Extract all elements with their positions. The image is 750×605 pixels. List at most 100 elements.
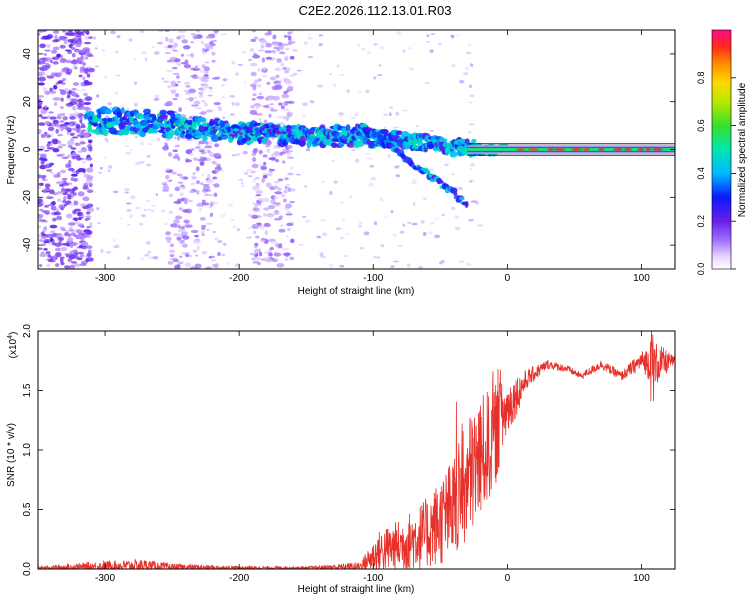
spectral-blob bbox=[167, 261, 174, 265]
spectral-blob bbox=[263, 197, 270, 203]
spectral-blob bbox=[265, 97, 269, 101]
spectral-blob bbox=[285, 235, 289, 238]
spectral-blob bbox=[161, 77, 165, 80]
spectral-blob bbox=[87, 224, 93, 229]
spectral-blob bbox=[84, 96, 93, 102]
spectral-blob bbox=[55, 82, 60, 85]
spectral-blob bbox=[231, 154, 237, 157]
spectral-blob bbox=[257, 103, 262, 108]
spectral-blob bbox=[371, 131, 379, 138]
spectral-blob bbox=[126, 208, 132, 212]
spectral-blob bbox=[174, 58, 181, 63]
spectral-blob bbox=[47, 146, 55, 150]
spectral-blob bbox=[204, 193, 210, 197]
spectral-blob bbox=[43, 105, 47, 109]
spectral-blob bbox=[64, 122, 70, 125]
spectral-blob bbox=[203, 156, 208, 161]
spectral-blob bbox=[317, 84, 323, 88]
spectral-blob bbox=[38, 153, 41, 156]
spectral-blob bbox=[67, 144, 73, 148]
spectral-blob bbox=[219, 120, 225, 128]
spectral-blob bbox=[52, 258, 57, 261]
spectral-blob bbox=[39, 165, 47, 170]
spectral-blob bbox=[218, 108, 223, 112]
spectral-blob bbox=[39, 68, 48, 72]
spectral-blob bbox=[333, 180, 338, 184]
spectral-blob bbox=[289, 55, 295, 60]
spectral-blob bbox=[72, 82, 80, 87]
snr-panel: -300 -200 -100 0 100 0.0 0.5 1.0 1.5 2.0 Height … bbox=[6, 324, 676, 595]
spectral-blob bbox=[58, 204, 66, 210]
spectral-blob bbox=[67, 59, 71, 63]
spectral-blob bbox=[252, 178, 257, 183]
spectral-blob bbox=[361, 47, 366, 51]
spectral-blob bbox=[255, 225, 259, 229]
spectral-blob bbox=[373, 43, 378, 46]
spectral-blob bbox=[285, 183, 291, 187]
spectral-blob bbox=[39, 208, 44, 212]
spectral-blob bbox=[67, 140, 75, 146]
spectral-blob bbox=[62, 116, 68, 121]
spectral-blob bbox=[176, 236, 182, 241]
spectral-blob bbox=[80, 124, 86, 129]
spectral-blob bbox=[191, 114, 195, 117]
spectral-blob bbox=[61, 125, 68, 129]
y-tick-label: 40 bbox=[22, 48, 33, 60]
spectral-blob bbox=[86, 234, 91, 239]
spectral-blob bbox=[150, 129, 159, 134]
spectral-blob bbox=[177, 261, 184, 265]
spectral-blob bbox=[40, 160, 45, 165]
spectral-blob bbox=[206, 174, 211, 179]
spectral-blob bbox=[59, 127, 63, 131]
spectral-blob bbox=[258, 197, 264, 203]
spectral-blob bbox=[59, 89, 67, 95]
spectral-blob bbox=[161, 145, 169, 151]
spectral-blob bbox=[42, 226, 47, 233]
spectral-blob bbox=[465, 51, 472, 54]
spectral-blob bbox=[44, 211, 50, 215]
spectral-blob bbox=[158, 30, 164, 33]
spectral-blob bbox=[547, 148, 555, 151]
spectral-blob bbox=[369, 164, 375, 168]
spectral-blob bbox=[261, 57, 266, 63]
x-tick-label: 100 bbox=[633, 273, 650, 284]
spectral-blob bbox=[221, 253, 226, 257]
spectral-blob bbox=[220, 213, 226, 218]
spectral-blob bbox=[86, 252, 92, 257]
spectral-blob bbox=[273, 210, 280, 216]
spectral-blob bbox=[107, 169, 111, 173]
spectral-blob bbox=[449, 150, 458, 158]
spectral-blob bbox=[265, 140, 272, 146]
spectral-blob bbox=[46, 44, 51, 48]
colorbar-label: Normalized spectral amplitude bbox=[737, 82, 748, 217]
spectral-blob bbox=[286, 111, 293, 116]
spectral-blob bbox=[262, 174, 268, 179]
spectral-blob bbox=[338, 113, 344, 117]
spectral-blob bbox=[207, 94, 213, 97]
spectral-blob bbox=[195, 107, 202, 110]
spectral-blob bbox=[183, 198, 190, 204]
spectral-blob bbox=[469, 63, 474, 67]
spectral-blob bbox=[468, 219, 475, 222]
spectral-blob bbox=[102, 129, 109, 137]
spectral-blob bbox=[411, 145, 420, 150]
spectral-blob bbox=[178, 207, 184, 211]
spectral-blob bbox=[307, 36, 314, 40]
spectral-blob bbox=[282, 77, 288, 81]
spectral-blob bbox=[468, 84, 473, 88]
spectral-blob bbox=[154, 51, 160, 55]
spectrogram-heatmap bbox=[38, 30, 675, 269]
spectral-blob bbox=[185, 97, 193, 100]
spectral-blob bbox=[74, 66, 78, 70]
spectral-blob bbox=[292, 49, 298, 52]
spectrogram-y-label: Frequency (Hz) bbox=[6, 116, 17, 185]
spectral-blob bbox=[179, 133, 185, 138]
spectral-blob bbox=[176, 80, 181, 84]
spectral-blob bbox=[165, 231, 172, 236]
spectral-blob bbox=[42, 87, 48, 92]
spectral-blob bbox=[102, 117, 108, 122]
spectral-blob bbox=[185, 159, 192, 163]
spectral-blob bbox=[516, 148, 526, 151]
spectral-blob bbox=[266, 148, 271, 153]
